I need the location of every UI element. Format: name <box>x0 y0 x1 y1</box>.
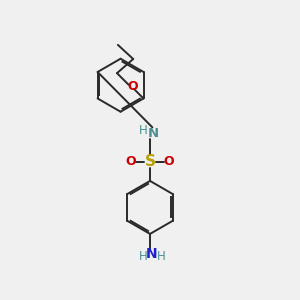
Text: O: O <box>127 80 138 93</box>
Text: H: H <box>139 124 148 137</box>
Text: O: O <box>164 155 174 168</box>
Text: N: N <box>146 247 158 261</box>
Text: S: S <box>145 154 155 169</box>
Text: H: H <box>139 250 148 262</box>
Text: O: O <box>126 155 136 168</box>
Text: H: H <box>157 250 166 262</box>
Text: N: N <box>148 127 159 140</box>
